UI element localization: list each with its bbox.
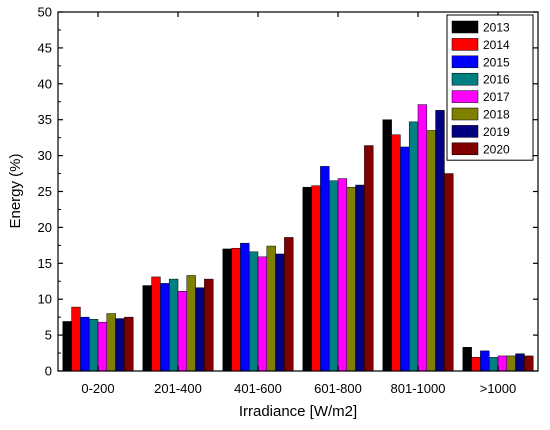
bar-2016-0: [88, 319, 99, 372]
bar-2016-3: [328, 180, 339, 372]
bar-2017-1: [177, 291, 188, 372]
y-axis: 0 5 10 15 20 25 30 35 40 45 50: [38, 5, 538, 379]
bar-2020-3: [364, 145, 374, 372]
bar-2017-4: [417, 104, 428, 372]
bar-2019-0: [115, 318, 125, 372]
legend-label-2017: 2017: [483, 90, 510, 104]
bar-2014-3: [311, 185, 321, 372]
bar-2014-1: [151, 276, 161, 372]
y-tick-label: 5: [45, 328, 52, 343]
y-axis-title: Energy (%): [7, 153, 24, 228]
y-tick-label: 25: [38, 184, 52, 199]
legend-swatch-2017: [451, 90, 479, 103]
bar-2016-4: [408, 121, 419, 372]
bar-2018-2: [266, 245, 276, 372]
y-tick-label: 0: [45, 364, 52, 379]
bar-2019-2: [275, 253, 285, 372]
bar-2017-5: [497, 355, 508, 372]
bar-2018-4: [426, 130, 436, 372]
bar-2013-2: [222, 248, 232, 372]
x-tick-label: 0-200: [81, 381, 114, 396]
x-tick-label: 601-800: [314, 381, 362, 396]
bar-2016-1: [168, 278, 179, 372]
bar-2013-3: [302, 186, 312, 372]
bar-2019-1: [195, 287, 205, 372]
bar-2013-4: [382, 119, 392, 372]
legend-label-2020: 2020: [483, 142, 510, 156]
x-axis: 0-200 201-400 401-600 601-800 801-1000 >1000: [81, 12, 516, 396]
bar-2014-2: [231, 247, 241, 372]
legend-swatch-2015: [451, 55, 479, 69]
legend-swatch-2016: [451, 72, 479, 86]
y-tick-label: 40: [38, 76, 52, 91]
bar-2014-5: [471, 357, 481, 372]
bars-layer: [62, 104, 534, 372]
y-tick-label: 30: [38, 148, 52, 163]
y-tick-label: 45: [38, 40, 52, 55]
x-tick-label: 801-1000: [391, 381, 446, 396]
bar-2016-5: [488, 357, 499, 372]
bar-2013-5: [462, 347, 472, 372]
bar-2014-0: [71, 306, 81, 372]
legend-swatch-2014: [451, 38, 479, 51]
bar-2015-2: [240, 242, 250, 372]
y-tick-label: 50: [38, 5, 52, 20]
bar-2018-1: [186, 275, 196, 372]
x-tick-label: 401-600: [234, 381, 282, 396]
y-tick-label: 15: [38, 256, 52, 271]
legend-swatch-2013: [451, 20, 479, 34]
bar-2020-0: [124, 316, 134, 372]
bar-2018-3: [346, 186, 356, 372]
bar-2017-3: [337, 178, 348, 372]
legend-swatch-2018: [451, 107, 479, 121]
bar-2015-3: [320, 166, 330, 372]
bar-2017-2: [257, 256, 268, 372]
bar-2015-4: [400, 146, 410, 372]
bar-2015-0: [80, 316, 90, 372]
bar-2015-1: [160, 283, 170, 372]
x-axis-title: Irradiance [W/m2]: [239, 403, 357, 420]
bar-2014-4: [391, 134, 401, 372]
bar-2019-4: [435, 110, 445, 372]
legend-label-2016: 2016: [483, 73, 510, 87]
bar-2020-4: [444, 173, 454, 372]
bar-2018-5: [506, 355, 516, 372]
legend: 2013 2014 2015 2016 2017 2018 2019 2020: [446, 14, 534, 161]
bar-2020-2: [284, 237, 294, 372]
y-tick-label: 10: [38, 292, 52, 307]
legend-label-2014: 2014: [483, 38, 510, 52]
legend-label-2015: 2015: [483, 55, 510, 69]
x-tick-label: >1000: [480, 381, 517, 396]
bar-2017-0: [97, 321, 108, 372]
bar-2019-5: [515, 353, 525, 372]
bar-2020-1: [204, 278, 214, 372]
bar-2018-0: [106, 313, 116, 372]
legend-swatch-2020: [451, 142, 479, 156]
bar-2015-5: [480, 350, 490, 372]
legend-label-2013: 2013: [483, 21, 510, 35]
x-tick-label: 201-400: [154, 381, 202, 396]
legend-label-2018: 2018: [483, 108, 510, 122]
bar-2013-1: [142, 285, 152, 372]
bar-2013-0: [62, 321, 72, 372]
y-tick-label: 20: [38, 220, 52, 235]
bar-2016-2: [248, 251, 259, 372]
bar-2020-5: [524, 355, 534, 372]
legend-label-2019: 2019: [483, 125, 510, 139]
y-tick-label: 35: [38, 112, 52, 127]
bar-2019-3: [355, 184, 365, 372]
legend-swatch-2019: [451, 125, 479, 138]
